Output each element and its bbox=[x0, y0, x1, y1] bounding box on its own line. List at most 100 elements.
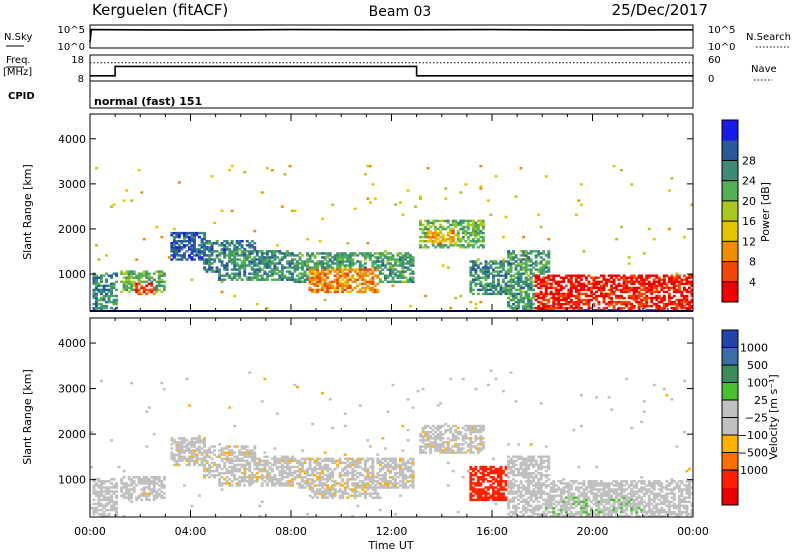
heatmap-cell bbox=[640, 304, 644, 308]
heatmap-cell bbox=[233, 465, 237, 469]
heatmap-cell bbox=[107, 496, 111, 499]
heatmap-cell bbox=[389, 262, 392, 265]
heatmap-cell bbox=[492, 490, 495, 493]
heatmap-cell bbox=[431, 221, 435, 225]
heatmap-cell bbox=[532, 280, 536, 284]
heatmap-cell bbox=[265, 262, 269, 265]
heatmap-cell bbox=[529, 304, 533, 308]
heatmap-cell bbox=[492, 290, 495, 294]
heatmap-cell bbox=[203, 459, 207, 463]
heatmap-cell bbox=[597, 286, 601, 290]
heatmap-cell bbox=[318, 480, 322, 483]
heatmap-cell bbox=[371, 272, 375, 275]
heatmap-cell bbox=[461, 439, 465, 442]
heatmap-cell bbox=[534, 306, 538, 310]
heatmap-cell bbox=[436, 449, 440, 452]
heatmap-cell bbox=[338, 471, 342, 475]
heatmap-cell bbox=[471, 262, 475, 265]
heatmap-cell bbox=[110, 294, 114, 298]
heatmap-cell bbox=[552, 304, 556, 308]
heatmap-cell bbox=[562, 280, 566, 284]
heatmap-cell bbox=[378, 474, 382, 477]
heatmap-cell bbox=[514, 480, 518, 483]
heatmap-cell bbox=[243, 459, 247, 463]
heatmap-cell bbox=[225, 262, 229, 265]
heatmap-cell bbox=[459, 443, 463, 446]
heatmap-cell bbox=[549, 278, 553, 281]
heatmap-cell bbox=[625, 278, 629, 281]
heatmap-cell bbox=[198, 441, 201, 444]
heatmap-cell bbox=[296, 385, 299, 389]
heatmap-cell bbox=[409, 469, 413, 473]
heatmap-cell bbox=[238, 248, 242, 251]
heatmap-cell bbox=[318, 457, 322, 461]
heatmap-cell bbox=[537, 484, 541, 487]
heatmap-cell bbox=[559, 276, 563, 279]
heatmap-cell bbox=[363, 272, 367, 275]
heatmap-cell bbox=[411, 484, 415, 487]
heatmap-cell bbox=[552, 286, 556, 290]
heatmap-cell bbox=[459, 246, 463, 249]
heatmap-cell bbox=[263, 469, 267, 473]
heatmap-cell bbox=[492, 492, 495, 495]
heatmap-cell bbox=[250, 250, 254, 253]
heatmap-cell bbox=[464, 451, 468, 454]
heatmap-cell bbox=[564, 302, 568, 306]
heatmap-cell bbox=[273, 268, 277, 271]
heatmap-cell bbox=[298, 471, 302, 475]
heatmap-cell bbox=[273, 264, 277, 267]
heatmap-cell bbox=[326, 465, 330, 469]
heatmap-cell bbox=[230, 449, 234, 452]
heatmap-cell bbox=[517, 284, 521, 288]
heatmap-cell bbox=[384, 276, 387, 279]
heatmap-cell bbox=[306, 482, 310, 485]
heatmap-cell bbox=[127, 490, 131, 493]
heatmap-cell bbox=[394, 260, 397, 263]
heatmap-cell bbox=[389, 463, 392, 467]
heatmap-cell bbox=[406, 262, 410, 265]
heatmap-cell bbox=[95, 276, 98, 279]
heatmap-cell bbox=[479, 488, 483, 491]
heatmap-cell bbox=[378, 256, 382, 259]
heatmap-cell bbox=[471, 467, 475, 471]
y-tick-label: 3000 bbox=[58, 178, 86, 191]
heatmap-cell bbox=[469, 447, 473, 450]
heatmap-cell bbox=[193, 463, 196, 467]
heatmap-cell bbox=[517, 486, 521, 489]
heatmap-cell bbox=[512, 278, 516, 281]
heatmap-cell bbox=[203, 248, 207, 251]
heatmap-cell bbox=[620, 276, 624, 279]
heatmap-cell bbox=[311, 469, 315, 473]
heatmap-cell bbox=[484, 268, 488, 271]
heatmap-cell bbox=[487, 262, 490, 265]
heatmap-cell bbox=[582, 288, 586, 292]
heatmap-cell bbox=[474, 306, 478, 310]
heatmap-cell bbox=[172, 457, 176, 461]
heatmap-cell bbox=[446, 238, 450, 241]
heatmap-cell bbox=[519, 298, 523, 302]
heatmap-cell bbox=[406, 256, 410, 259]
heatmap-cell bbox=[590, 282, 593, 286]
heatmap-cell bbox=[499, 264, 503, 267]
heatmap-cell bbox=[672, 294, 676, 298]
heatmap-cell bbox=[461, 426, 465, 430]
heatmap-cell bbox=[391, 484, 395, 487]
heatmap-cell bbox=[399, 252, 402, 255]
heatmap-cell bbox=[155, 478, 159, 481]
heatmap-cell bbox=[419, 195, 423, 198]
heatmap-cell bbox=[283, 461, 287, 465]
heatmap-cell bbox=[318, 488, 322, 491]
heatmap-cell bbox=[313, 484, 317, 487]
heatmap-cell bbox=[587, 300, 591, 304]
heatmap-cell bbox=[311, 278, 315, 281]
heatmap-cell bbox=[245, 254, 249, 257]
heatmap-cell bbox=[293, 469, 297, 473]
heatmap-cell bbox=[527, 515, 531, 518]
heatmap-cell bbox=[547, 306, 551, 310]
heatmap-cell bbox=[419, 433, 423, 436]
heatmap-cell bbox=[353, 474, 357, 477]
heatmap-cell bbox=[391, 459, 395, 463]
heatmap-cell bbox=[311, 488, 315, 491]
heatmap-cell bbox=[547, 256, 551, 259]
heatmap-cell bbox=[446, 233, 450, 237]
